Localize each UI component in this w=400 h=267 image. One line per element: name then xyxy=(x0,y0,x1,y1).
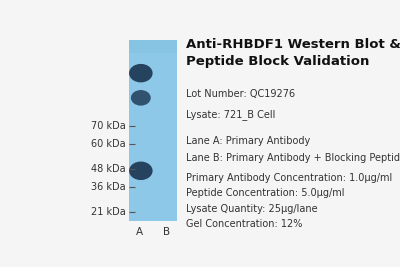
Bar xyxy=(129,40,177,221)
Text: 48 kDa: 48 kDa xyxy=(91,164,126,174)
Ellipse shape xyxy=(129,64,153,83)
Text: 60 kDa: 60 kDa xyxy=(91,139,126,149)
Text: 70 kDa: 70 kDa xyxy=(91,121,126,131)
Bar xyxy=(129,40,177,53)
Text: Lysate Quantity: 25μg/lane: Lysate Quantity: 25μg/lane xyxy=(186,204,318,214)
Text: Lot Number: QC19276: Lot Number: QC19276 xyxy=(186,89,296,99)
Text: 21 kDa: 21 kDa xyxy=(91,207,126,217)
Text: Primary Antibody Concentration: 1.0μg/ml: Primary Antibody Concentration: 1.0μg/ml xyxy=(186,173,393,183)
Text: 36 kDa: 36 kDa xyxy=(91,182,126,192)
Text: B: B xyxy=(163,227,170,237)
Text: Peptide Concentration: 5.0μg/ml: Peptide Concentration: 5.0μg/ml xyxy=(186,189,345,198)
Text: Gel Concentration: 12%: Gel Concentration: 12% xyxy=(186,219,303,229)
Text: Lane B: Primary Antibody + Blocking Peptide: Lane B: Primary Antibody + Blocking Pept… xyxy=(186,154,400,163)
Text: Anti-RHBDF1 Western Blot &
Peptide Block Validation: Anti-RHBDF1 Western Blot & Peptide Block… xyxy=(186,38,400,68)
Text: Lane A: Primary Antibody: Lane A: Primary Antibody xyxy=(186,136,311,146)
Ellipse shape xyxy=(131,90,151,106)
Text: A: A xyxy=(136,227,144,237)
Text: Lysate: 721_B Cell: Lysate: 721_B Cell xyxy=(186,109,276,120)
Ellipse shape xyxy=(129,162,153,180)
